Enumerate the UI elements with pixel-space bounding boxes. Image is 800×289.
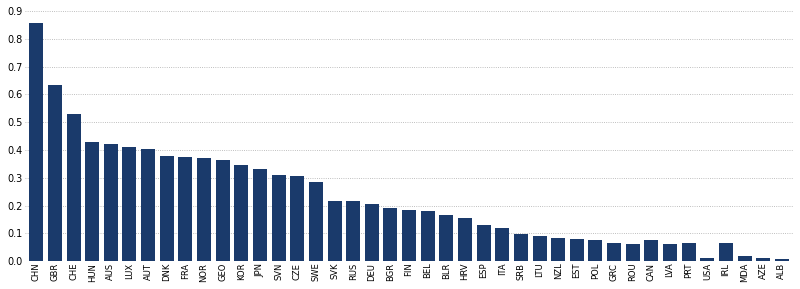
- Bar: [756, 258, 770, 261]
- Bar: [719, 243, 733, 261]
- Bar: [216, 160, 230, 261]
- Bar: [607, 243, 621, 261]
- Bar: [682, 243, 696, 261]
- Bar: [48, 85, 62, 261]
- Bar: [197, 158, 211, 261]
- Bar: [700, 258, 714, 261]
- Bar: [86, 142, 99, 261]
- Bar: [346, 201, 360, 261]
- Bar: [663, 244, 677, 261]
- Bar: [327, 201, 342, 261]
- Bar: [66, 114, 81, 261]
- Bar: [551, 238, 565, 261]
- Bar: [178, 157, 192, 261]
- Bar: [626, 244, 640, 261]
- Bar: [234, 165, 248, 261]
- Bar: [645, 240, 658, 261]
- Bar: [290, 176, 304, 261]
- Bar: [141, 149, 155, 261]
- Bar: [533, 236, 546, 261]
- Bar: [458, 218, 472, 261]
- Bar: [402, 210, 416, 261]
- Bar: [495, 228, 510, 261]
- Bar: [104, 144, 118, 261]
- Bar: [514, 234, 528, 261]
- Bar: [122, 147, 137, 261]
- Bar: [439, 215, 454, 261]
- Bar: [570, 239, 584, 261]
- Bar: [589, 240, 602, 261]
- Bar: [365, 204, 378, 261]
- Bar: [775, 259, 789, 261]
- Bar: [253, 169, 267, 261]
- Bar: [30, 23, 43, 261]
- Bar: [738, 256, 751, 261]
- Bar: [477, 225, 490, 261]
- Bar: [309, 182, 323, 261]
- Bar: [160, 156, 174, 261]
- Bar: [272, 175, 286, 261]
- Bar: [421, 211, 434, 261]
- Bar: [383, 208, 398, 261]
